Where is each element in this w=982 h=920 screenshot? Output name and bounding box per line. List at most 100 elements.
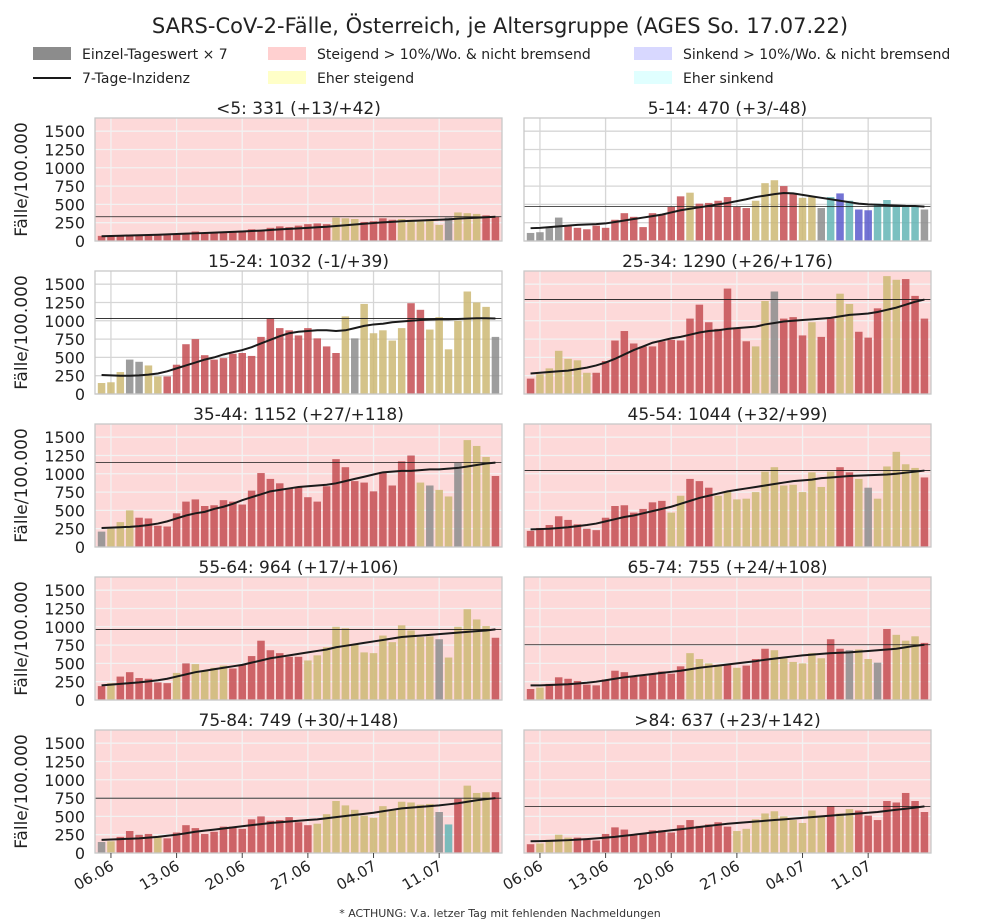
bar xyxy=(247,229,256,241)
x-tick-label: 11.07 xyxy=(828,857,874,894)
bar xyxy=(107,382,115,394)
bar xyxy=(573,680,582,700)
bar xyxy=(107,235,115,241)
y-tick-label: 750 xyxy=(54,177,85,196)
bar xyxy=(191,499,200,547)
panel-7: 65-74: 755 (+24/+108) xyxy=(523,558,932,701)
bar xyxy=(714,665,722,700)
bar xyxy=(454,462,462,547)
bar xyxy=(808,197,816,241)
bar xyxy=(855,810,863,853)
bar xyxy=(667,832,675,853)
bar xyxy=(463,440,472,547)
bar xyxy=(648,502,657,547)
panel-title: 35-44: 1152 (+27/+118) xyxy=(193,405,404,425)
bar xyxy=(454,320,462,394)
bar xyxy=(545,839,554,853)
bar xyxy=(855,478,863,547)
bar xyxy=(658,671,666,700)
bar xyxy=(601,227,610,241)
bar xyxy=(491,216,500,241)
bar xyxy=(780,816,788,853)
bar xyxy=(526,378,535,394)
panel-frame xyxy=(94,576,503,701)
bar xyxy=(482,306,490,394)
bar xyxy=(855,209,863,241)
bar xyxy=(761,471,769,547)
bar xyxy=(135,517,143,547)
bar xyxy=(163,838,171,853)
bar xyxy=(583,839,591,853)
bar xyxy=(714,200,722,241)
bar xyxy=(676,666,685,700)
bar xyxy=(144,235,153,241)
bar xyxy=(817,816,826,853)
bar xyxy=(144,678,153,700)
bar xyxy=(257,640,265,700)
bar xyxy=(107,528,115,547)
bar xyxy=(172,832,181,853)
bar xyxy=(388,340,397,394)
bar xyxy=(163,235,171,241)
bar xyxy=(592,372,600,394)
bar xyxy=(313,338,322,394)
bar xyxy=(416,309,425,394)
bar xyxy=(573,837,582,853)
bar xyxy=(285,817,293,853)
bar xyxy=(751,659,760,700)
y-tick-label: 500 xyxy=(54,807,85,826)
bar xyxy=(761,301,769,394)
bar xyxy=(154,235,162,241)
bar xyxy=(454,212,462,241)
y-tick-label: 0 xyxy=(75,844,85,863)
bar xyxy=(116,522,125,547)
bar xyxy=(257,336,265,394)
y-tick-label: 1250 xyxy=(44,293,85,312)
bar xyxy=(611,827,619,853)
bar xyxy=(304,825,312,853)
bar xyxy=(714,822,722,853)
bar xyxy=(639,508,647,547)
y-tick-label: 0 xyxy=(75,232,85,251)
y-tick-label: 750 xyxy=(54,330,85,349)
bar xyxy=(761,183,769,241)
x-tick-label: 27.06 xyxy=(268,857,314,894)
bar xyxy=(322,346,331,394)
bar xyxy=(116,235,125,241)
bar xyxy=(247,490,256,547)
bar xyxy=(125,234,134,241)
bar xyxy=(554,350,563,394)
y-tick-label: 0 xyxy=(75,538,85,557)
bar xyxy=(798,492,807,547)
bar xyxy=(554,677,563,700)
bar xyxy=(435,224,443,241)
y-tick-label: 1500 xyxy=(44,581,85,600)
y-tick-label: 1000 xyxy=(44,618,85,637)
bar xyxy=(817,658,826,700)
bar xyxy=(379,330,387,394)
bar xyxy=(379,218,387,241)
bar xyxy=(163,526,171,547)
bar xyxy=(182,663,190,700)
bar xyxy=(704,487,713,547)
bar xyxy=(554,834,563,853)
bar xyxy=(629,676,638,700)
bar xyxy=(229,668,237,700)
bar xyxy=(583,684,591,700)
bar xyxy=(554,516,563,547)
bar xyxy=(667,673,675,700)
bar xyxy=(883,276,891,394)
bar xyxy=(658,341,666,394)
x-tick-label: 13.06 xyxy=(565,857,611,894)
bar xyxy=(369,817,378,853)
bar xyxy=(360,482,368,547)
bar xyxy=(911,636,919,700)
bar xyxy=(491,475,500,547)
bar xyxy=(564,678,572,700)
bar xyxy=(911,206,919,241)
bar xyxy=(536,843,544,853)
bar xyxy=(266,318,275,394)
bar xyxy=(472,792,481,853)
bar xyxy=(266,227,275,241)
legend-line-label: 7-Tage-Inzidenz xyxy=(82,71,190,87)
